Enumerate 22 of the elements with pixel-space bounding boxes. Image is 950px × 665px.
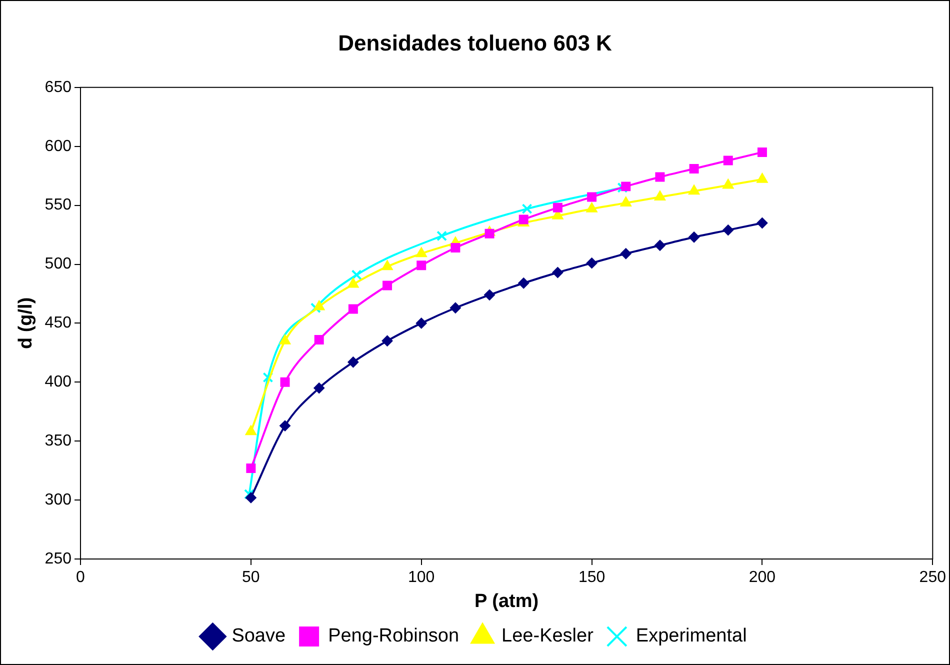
legend-label: Experimental [636, 626, 747, 647]
x-tick-label: 100 [408, 569, 435, 586]
y-tick-label: 400 [44, 374, 72, 391]
chart-title: Densidades tolueno 603 K [338, 30, 612, 56]
legend-label: Lee-Kesler [502, 626, 594, 647]
x-tick-label: 150 [578, 569, 606, 586]
x-tick-label: 200 [748, 569, 776, 586]
x-tick-label: 50 [242, 569, 260, 586]
legend-label: Soave [232, 626, 286, 647]
y-tick-label: 600 [44, 138, 72, 155]
y-axis-title: d (g/l) [16, 297, 37, 350]
y-tick-label: 300 [44, 491, 72, 508]
y-tick-label: 250 [44, 550, 72, 568]
y-tick-label: 350 [44, 432, 72, 450]
x-axis-title: P (atm) [474, 590, 539, 612]
y-tick-label: 550 [44, 196, 72, 214]
x-tick-label: 250 [919, 569, 946, 586]
y-tick-label: 450 [44, 314, 72, 332]
x-tick-label: 0 [76, 569, 86, 586]
y-tick-label: 500 [44, 256, 72, 273]
y-tick-label: 650 [44, 78, 72, 96]
legend-label: Peng-Robinson [328, 626, 460, 647]
